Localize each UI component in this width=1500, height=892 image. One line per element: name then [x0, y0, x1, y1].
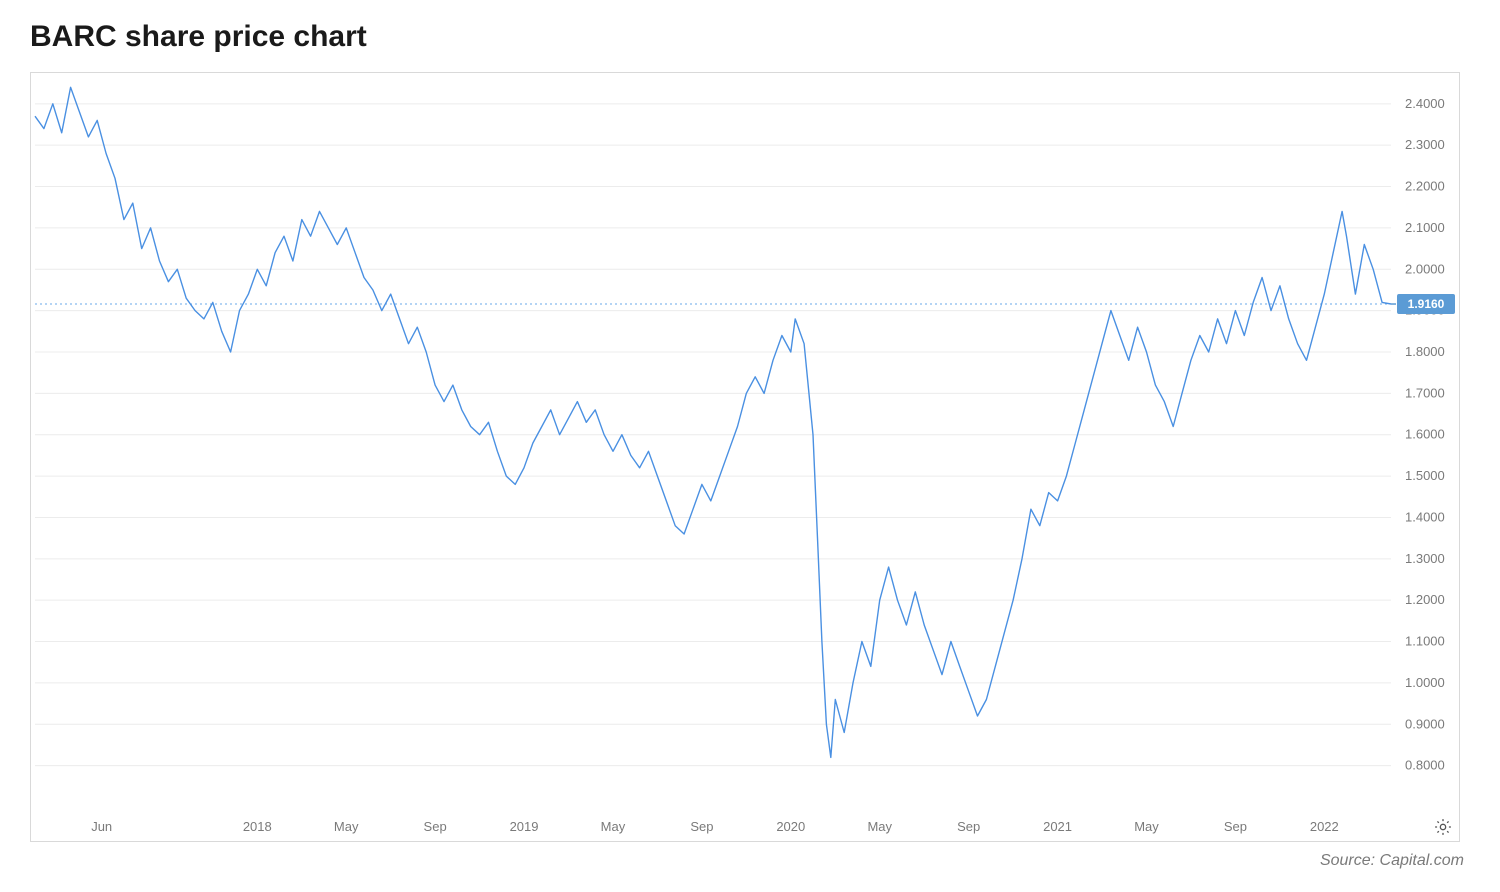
y-axis-tick-label: 1.3000	[1405, 551, 1445, 566]
y-axis-tick-label: 1.7000	[1405, 385, 1445, 400]
y-axis-tick-label: 1.6000	[1405, 427, 1445, 442]
x-axis-tick-label: Sep	[424, 819, 447, 834]
y-axis-tick-label: 0.8000	[1405, 758, 1445, 773]
x-axis-tick-label: May	[601, 819, 626, 834]
y-axis-tick-label: 2.3000	[1405, 137, 1445, 152]
x-axis-tick-label: 2018	[243, 819, 272, 834]
y-axis-tick-label: 1.8000	[1405, 344, 1445, 359]
y-axis-tick-label: 1.0000	[1405, 675, 1445, 690]
y-axis-tick-label: 1.4000	[1405, 509, 1445, 524]
x-axis-tick-label: May	[334, 819, 359, 834]
y-axis-tick-label: 2.4000	[1405, 96, 1445, 111]
price-series-line	[35, 87, 1391, 757]
x-axis-tick-label: Sep	[957, 819, 980, 834]
x-axis-tick-label: May	[867, 819, 892, 834]
x-axis-tick-label: Sep	[690, 819, 713, 834]
y-axis-tick-label: 2.1000	[1405, 220, 1445, 235]
chart-title: BARC share price chart	[30, 20, 1470, 54]
source-attribution: Source: Capital.com	[30, 852, 1470, 870]
x-axis-tick-label: Jun	[91, 819, 112, 834]
y-axis-tick-label: 0.9000	[1405, 716, 1445, 731]
y-axis-tick-label: 1.2000	[1405, 592, 1445, 607]
current-price-value: 1.9160	[1408, 297, 1445, 311]
x-axis-tick-label: 2021	[1043, 819, 1072, 834]
x-axis-tick-label: 2020	[776, 819, 805, 834]
y-axis-tick-label: 1.1000	[1405, 634, 1445, 649]
y-axis-tick-label: 2.0000	[1405, 261, 1445, 276]
price-line-chart[interactable]: 0.8000 0.9000 1.0000 1.1000 1.2000 1.3000 1.40…	[31, 73, 1461, 843]
x-axis-tick-label: May	[1134, 819, 1159, 834]
price-chart-container: 0.8000 0.9000 1.0000 1.1000 1.2000 1.3000 1.40…	[30, 72, 1460, 842]
x-axis-tick-label: 2019	[510, 819, 539, 834]
x-axis-tick-label: Sep	[1224, 819, 1247, 834]
y-axis-tick-label: 2.2000	[1405, 179, 1445, 194]
y-axis-tick-label: 1.5000	[1405, 468, 1445, 483]
x-axis-tick-label: 2022	[1310, 819, 1339, 834]
chart-settings-icon[interactable]	[1433, 817, 1453, 837]
